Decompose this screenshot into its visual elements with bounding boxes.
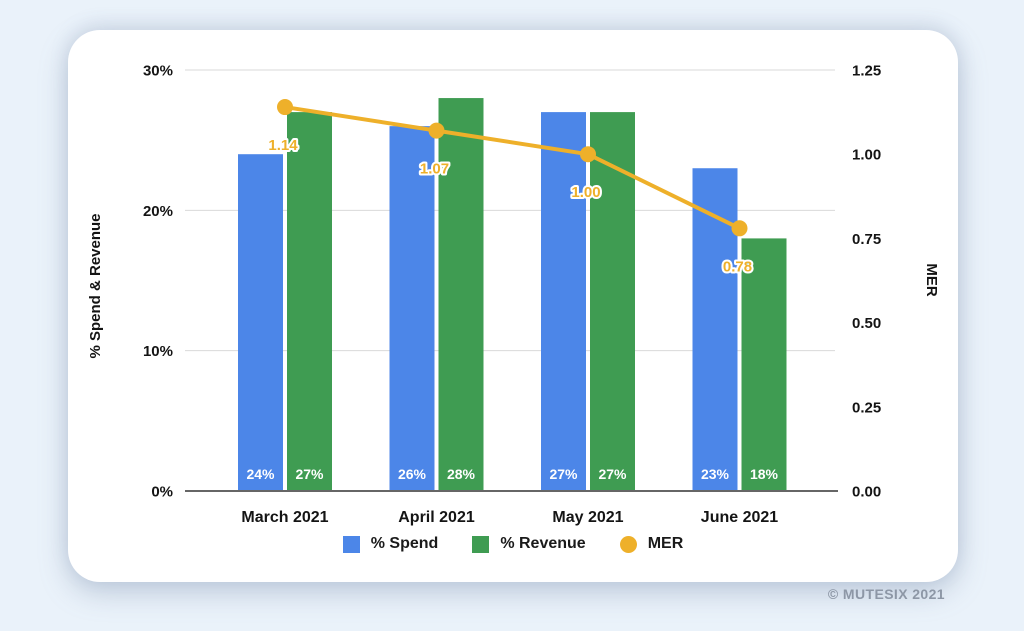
legend-item: % Spend [342, 535, 439, 553]
bar-spend [238, 154, 283, 491]
y-right-tick-label: 0.00 [852, 484, 881, 501]
mer-line [284, 105, 741, 231]
mer-point [580, 146, 596, 163]
bar-spend-value-label: 26% [398, 466, 427, 482]
legend-item: % Revenue [472, 535, 586, 553]
legend-circle-swatch-icon [619, 535, 637, 553]
y-left-tick-label: 0% [151, 484, 173, 501]
bar-revenue-value-label: 28% [447, 466, 476, 482]
bar-revenue [741, 238, 787, 491]
bar-spend-value-label: 23% [701, 466, 730, 482]
bar-spend [389, 126, 435, 491]
bar-revenue-value-label: 18% [750, 466, 779, 482]
y-left-tick-label: 20% [143, 203, 173, 220]
legend-label: % Revenue [500, 535, 586, 552]
combo-chart: 30% 20% 10% 0% 1.25 1.00 0.75 0.50 0.25 0.00 24% 27… [87, 63, 940, 527]
legend-label: MER [647, 535, 684, 552]
x-axis-category-label: March 2021 [241, 509, 328, 526]
y-right-tick-label: 0.75 [852, 231, 881, 248]
bar-revenue-value-label: 27% [598, 466, 627, 482]
chart-card: 30% 20% 10% 0% 1.25 1.00 0.75 0.50 0.25 0.00 24% 27… [68, 30, 958, 582]
y-right-tick-label: 0.50 [852, 315, 881, 332]
mer-value-label: 1.07 [420, 161, 449, 178]
bar-spend-value-label: 24% [246, 466, 275, 482]
mer-value-label: 1.14 [268, 137, 298, 154]
y-left-tick-label: 10% [143, 343, 173, 360]
bar-revenue-value-label: 27% [295, 466, 324, 482]
mer-point [428, 122, 445, 139]
y-right-tick-label: 0.25 [852, 399, 881, 416]
bar-revenue [438, 98, 484, 492]
y-right-axis-title: MER [923, 263, 940, 297]
legend-square-swatch-icon [472, 535, 490, 553]
x-axis-category-label: May 2021 [552, 509, 623, 526]
y-left-tick-label: 30% [143, 63, 173, 80]
copyright-text: © MUTESIX 2021 [827, 586, 945, 602]
y-left-axis-title: % Spend & Revenue [87, 213, 104, 358]
mer-point [731, 220, 748, 237]
x-axis-category-label: June 2021 [701, 509, 778, 526]
legend-square-swatch-icon [342, 535, 360, 553]
bar-revenue [590, 112, 635, 491]
bar-spend-value-label: 27% [549, 466, 578, 482]
mer-value-label: 1.00 [571, 184, 600, 201]
chart-legend: % Spend % Revenue MER [68, 535, 958, 553]
mer-value-label: 0.78 [723, 258, 752, 275]
mer-point [277, 99, 293, 116]
bar-revenue [287, 112, 332, 491]
x-axis-category-label: April 2021 [398, 509, 475, 526]
y-right-tick-label: 1.25 [852, 63, 881, 80]
legend-label: % Spend [370, 535, 439, 552]
legend-item: MER [619, 535, 684, 553]
y-right-tick-label: 1.00 [852, 147, 881, 164]
bar-spend [541, 112, 586, 491]
